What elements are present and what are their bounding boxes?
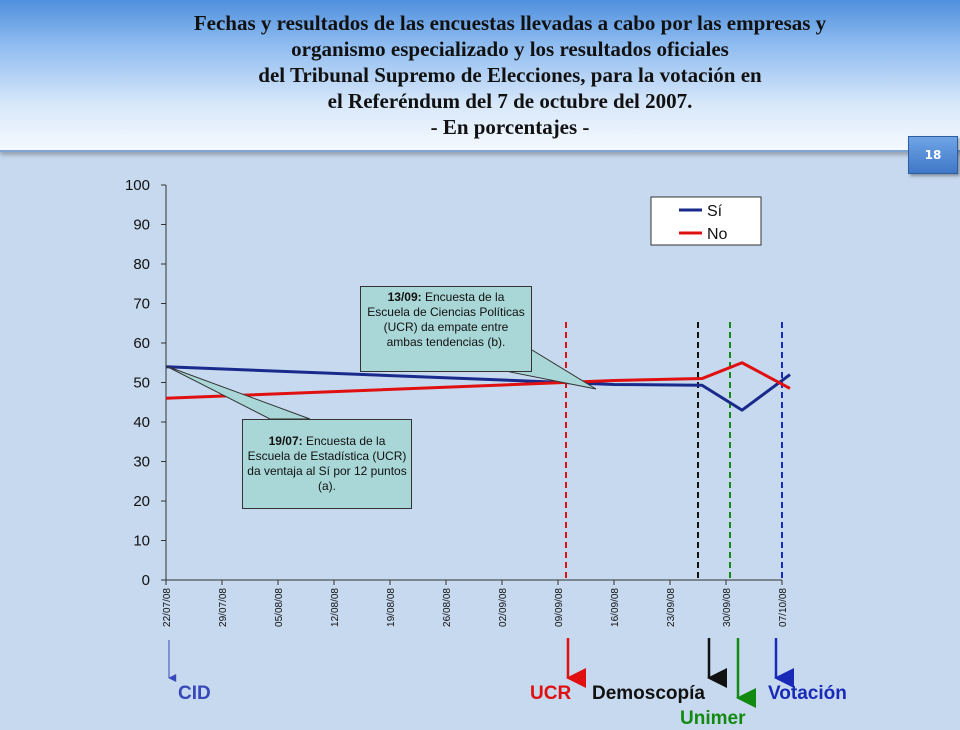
title-line: el Referéndum del 7 de octubre del 2007.: [327, 89, 693, 113]
page-title: Fechas y resultados de las encuestas lle…: [120, 10, 900, 140]
source-label-unimer: Unimer: [680, 708, 746, 729]
y-tick-label: 90: [133, 217, 150, 234]
source-arrows: [168, 638, 794, 708]
x-tick-label: 16/09/08: [610, 588, 621, 627]
annotation-date: 19/07:: [268, 434, 303, 448]
annotation-date: 13/09:: [387, 290, 422, 304]
x-tick-label: 12/08/08: [330, 588, 341, 627]
x-tick-label: 30/09/08: [722, 588, 733, 627]
title-line: - En porcentajes -: [430, 115, 590, 139]
y-tick-label: 20: [133, 493, 150, 510]
y-tick-label: 60: [133, 335, 150, 352]
source-label-cid: CID: [178, 683, 211, 704]
x-tick-label: 07/10/08: [778, 588, 789, 627]
title-line: del Tribunal Supremo de Elecciones, para…: [258, 63, 762, 87]
x-tick-label: 05/08/08: [274, 588, 285, 627]
title-line: Fechas y resultados de las encuestas lle…: [193, 11, 827, 35]
y-tick-label: 70: [133, 296, 150, 313]
x-tick-label: 29/07/08: [218, 588, 229, 627]
axes: 0 10 20 30 40 50 60 70 80 90 100 22/07/08 29/07/08 05…: [125, 177, 789, 627]
source-label-demoscopia: Demoscopía: [592, 683, 705, 704]
legend: Sí No: [650, 196, 762, 246]
annotation-text: Encuesta de la Escuela de Estadística (U…: [247, 434, 407, 493]
series-lines: [165, 361, 791, 412]
y-tick-label: 100: [125, 177, 150, 194]
y-tick-label: 10: [133, 533, 150, 550]
x-tick-label: 26/08/08: [442, 588, 453, 627]
x-tick-label: 02/09/08: [498, 588, 509, 627]
source-label-ucr: UCR: [530, 683, 572, 704]
x-tick-label: 09/09/08: [554, 588, 565, 627]
series-no-line: [165, 361, 791, 400]
y-tick-label: 50: [133, 375, 150, 392]
y-tick-label: 80: [133, 256, 150, 273]
title-line: organismo especializado y los resultados…: [291, 37, 729, 61]
y-tick-label: 0: [142, 572, 150, 589]
source-label-votacion: Votación: [768, 683, 847, 704]
y-tick-label: 40: [133, 414, 150, 431]
x-tick-label: 23/09/08: [666, 588, 677, 627]
x-tick-label: 22/07/08: [162, 588, 173, 627]
event-vertical-lines: [565, 322, 783, 580]
annotation-13-09: 13/09: Encuesta de la Escuela de Ciencia…: [360, 286, 532, 372]
x-tick-label: 19/08/08: [386, 588, 397, 627]
y-tick-label: 30: [133, 454, 150, 471]
legend-label: Sí: [707, 203, 723, 220]
page-number-badge: 18: [908, 136, 958, 174]
legend-label: No: [707, 226, 728, 243]
annotation-text: Encuesta de la Escuela de Ciencias Polít…: [367, 290, 525, 349]
header-banner: Fechas y resultados de las encuestas lle…: [0, 0, 960, 152]
legend-box: [650, 196, 762, 246]
series-si-line: [165, 365, 791, 412]
annotation-19-07: 19/07: Encuesta de la Escuela de Estadís…: [242, 419, 412, 509]
